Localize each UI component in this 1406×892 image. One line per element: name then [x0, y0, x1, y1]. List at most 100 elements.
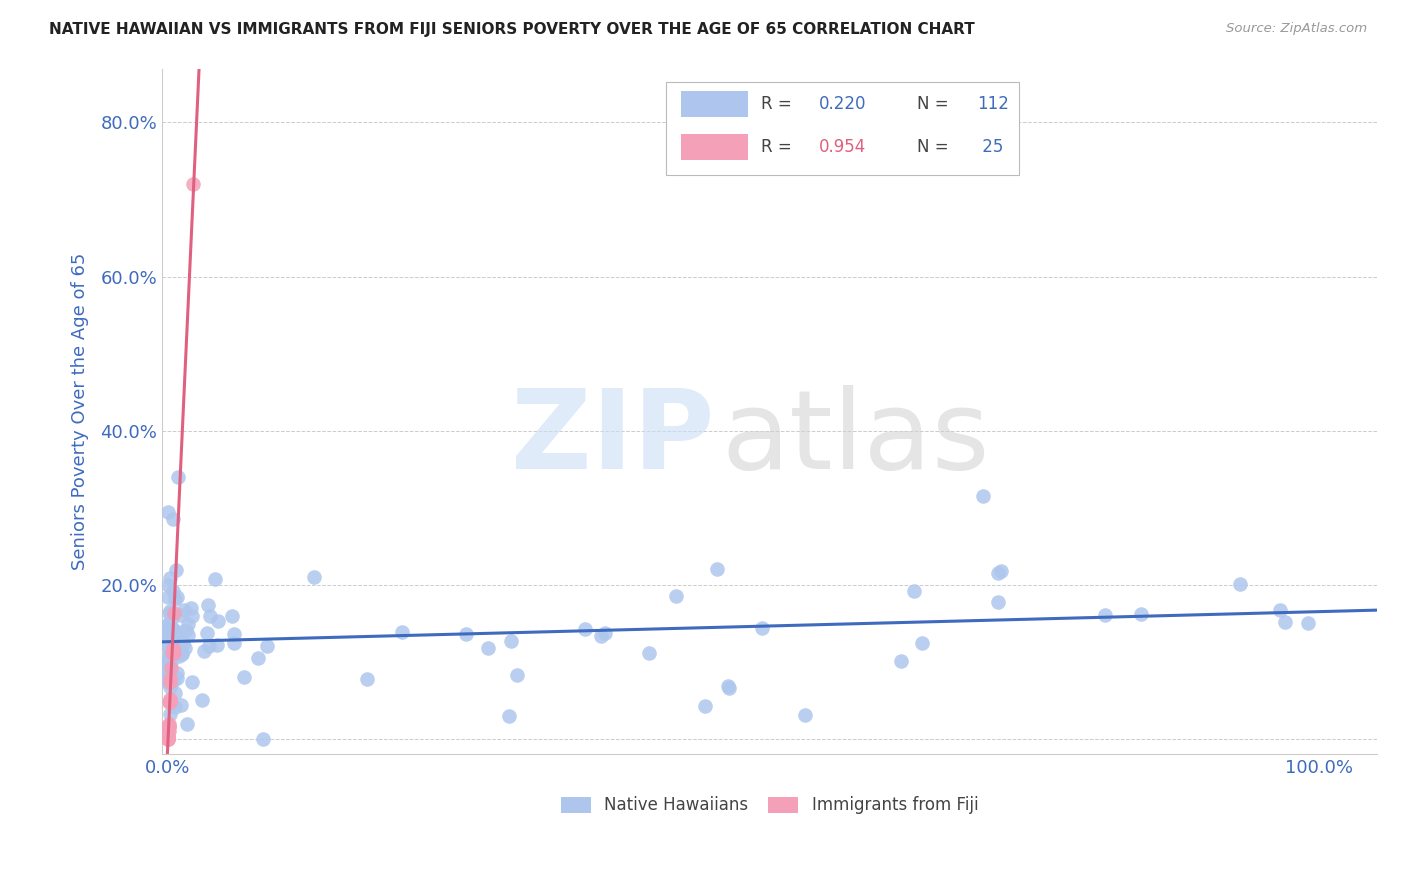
Point	[163, 592, 186, 607]
Point	[157, 661, 180, 675]
Point	[356, 672, 378, 686]
Point	[156, 654, 179, 668]
Point	[180, 601, 202, 615]
Point	[157, 616, 180, 631]
Point	[162, 646, 184, 660]
Point	[157, 719, 180, 733]
Point	[718, 681, 741, 696]
Point	[1296, 615, 1319, 630]
Text: 0.220: 0.220	[820, 95, 868, 113]
Point	[157, 624, 180, 639]
Point	[181, 675, 204, 690]
Point	[156, 731, 179, 746]
Point	[193, 643, 215, 657]
Point	[706, 562, 728, 576]
Point	[156, 629, 179, 643]
Point	[172, 636, 194, 650]
Point	[1268, 603, 1291, 617]
Point	[160, 660, 183, 674]
FancyBboxPatch shape	[666, 82, 1018, 175]
Point	[157, 731, 180, 745]
Point	[157, 670, 180, 684]
FancyBboxPatch shape	[681, 91, 748, 117]
Text: 25: 25	[977, 138, 1004, 156]
Point	[224, 626, 246, 640]
Point	[156, 632, 179, 646]
Point	[160, 611, 183, 625]
Point	[222, 636, 245, 650]
Point	[159, 604, 181, 618]
Point	[256, 639, 278, 653]
Point	[987, 566, 1010, 581]
Point	[159, 694, 181, 708]
Point	[454, 626, 477, 640]
Point	[972, 489, 994, 503]
Point	[166, 665, 188, 680]
Point	[159, 691, 181, 706]
Point	[177, 628, 200, 642]
Point	[191, 693, 214, 707]
Point	[1129, 607, 1152, 622]
Point	[166, 590, 188, 604]
Point	[221, 609, 243, 624]
Point	[160, 621, 183, 635]
Point	[156, 633, 179, 648]
Point	[589, 629, 612, 643]
Point	[159, 695, 181, 709]
Point	[166, 672, 188, 686]
Point	[1274, 615, 1296, 629]
Point	[204, 572, 226, 586]
Point	[207, 614, 229, 628]
Text: NATIVE HAWAIIAN VS IMMIGRANTS FROM FIJI SENIORS POVERTY OVER THE AGE OF 65 CORRE: NATIVE HAWAIIAN VS IMMIGRANTS FROM FIJI …	[49, 22, 974, 37]
Text: 0.954: 0.954	[820, 138, 866, 156]
Point	[163, 629, 186, 643]
Point	[156, 618, 179, 632]
Point	[911, 636, 934, 650]
Point	[252, 731, 274, 746]
Point	[198, 609, 221, 624]
Point	[157, 651, 180, 665]
Point	[574, 622, 596, 636]
Point	[174, 623, 197, 637]
Point	[174, 640, 197, 655]
Point	[304, 570, 326, 584]
Point	[157, 675, 180, 690]
Text: ZIP: ZIP	[512, 385, 714, 492]
Point	[172, 647, 194, 661]
Point	[159, 672, 181, 686]
Point	[205, 638, 228, 652]
Point	[156, 504, 179, 518]
Point	[165, 686, 187, 700]
Text: atlas: atlas	[721, 385, 990, 492]
Point	[181, 177, 204, 191]
Point	[157, 606, 180, 620]
Point	[163, 646, 186, 660]
Point	[157, 641, 180, 656]
Point	[181, 609, 204, 624]
Point	[176, 717, 198, 731]
Point	[391, 624, 413, 639]
Text: R =: R =	[761, 95, 797, 113]
Point	[156, 731, 179, 746]
Point	[170, 608, 193, 623]
Point	[156, 578, 179, 592]
Point	[156, 675, 179, 690]
Point	[751, 621, 773, 635]
Point	[890, 654, 912, 668]
Text: R =: R =	[761, 138, 797, 156]
Point	[165, 624, 187, 639]
Text: Source: ZipAtlas.com: Source: ZipAtlas.com	[1226, 22, 1367, 36]
Point	[162, 624, 184, 639]
Point	[477, 641, 499, 656]
Point	[499, 634, 522, 648]
Point	[159, 674, 181, 689]
Point	[157, 731, 180, 746]
Point	[162, 636, 184, 650]
Point	[505, 668, 527, 682]
Point	[159, 571, 181, 585]
Point	[162, 633, 184, 648]
Point	[163, 607, 186, 621]
Point	[157, 717, 180, 731]
Point	[1229, 577, 1251, 591]
Point	[159, 707, 181, 722]
